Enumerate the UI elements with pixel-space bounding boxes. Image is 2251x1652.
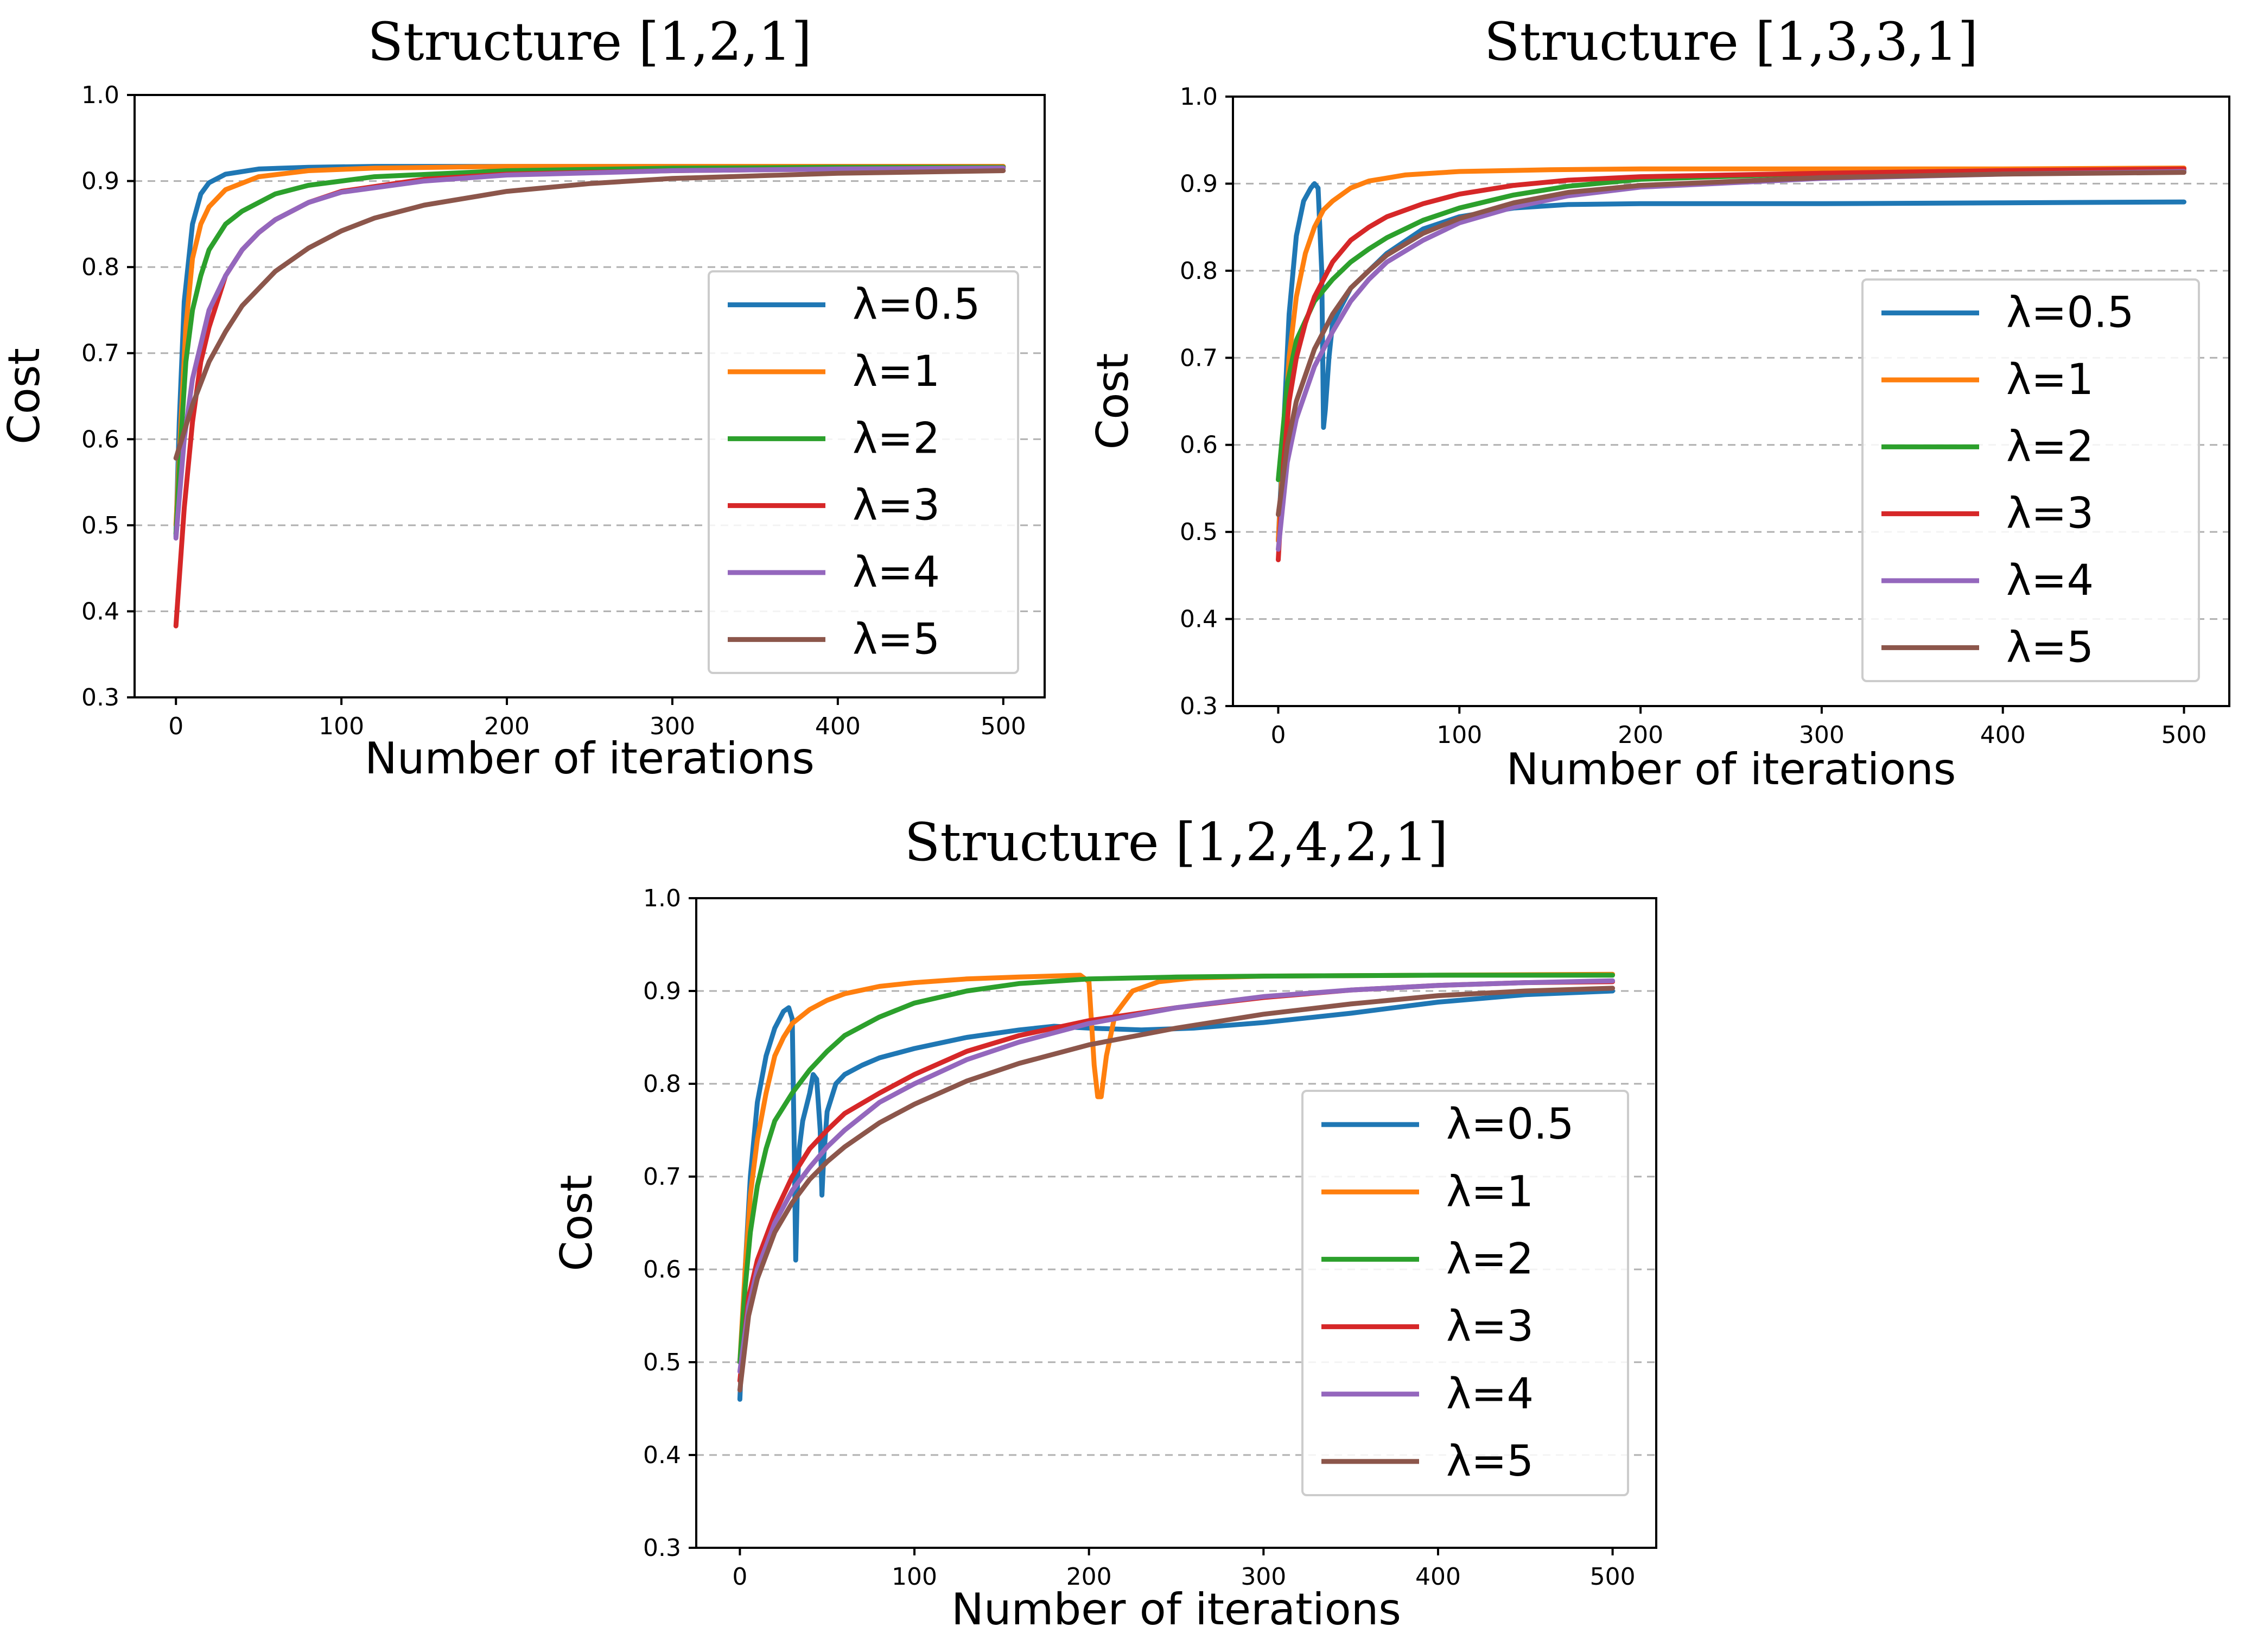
- x-tick-label: 500: [981, 713, 1026, 740]
- series-line-5: [737, 986, 1616, 1393]
- x-tick-label: 300: [650, 713, 695, 740]
- x-tick-label: 100: [1436, 721, 1482, 749]
- y-tick-label: 0.9: [643, 977, 681, 1005]
- legend-label-4: λ=4: [1446, 1370, 1534, 1419]
- series-line-4: [173, 166, 1006, 541]
- plot-frame: [1232, 96, 2230, 707]
- y-tick-label: 0.3: [1180, 692, 1218, 720]
- y-tick-label: 0.4: [1180, 606, 1218, 633]
- y-tick-label: 0.9: [1180, 170, 1218, 198]
- y-tick-label: 0.7: [81, 340, 119, 367]
- legend-label-5: λ=5: [1446, 1437, 1534, 1486]
- legend-label-2: λ=2: [853, 414, 940, 463]
- x-tick-label: 400: [1980, 721, 2026, 749]
- plot-frame: [695, 897, 1657, 1549]
- y-axis-label: Cost: [551, 1175, 602, 1272]
- legend-label-5: λ=5: [853, 615, 940, 664]
- x-tick-label: 0: [732, 1563, 747, 1591]
- legend-label-0: λ=0.5: [853, 281, 981, 329]
- y-tick-label: 0.7: [1180, 344, 1218, 372]
- x-tick-label: 300: [1241, 1563, 1286, 1591]
- y-tick-label: 1.0: [81, 81, 119, 109]
- x-tick-label: 0: [168, 713, 183, 740]
- y-axis-label: Cost: [0, 348, 49, 444]
- x-tick-label: 400: [1415, 1563, 1461, 1591]
- y-tick-label: 0.4: [81, 598, 119, 625]
- series-line-5: [1276, 170, 2186, 517]
- y-tick-label: 0.5: [1180, 518, 1218, 546]
- y-tick-label: 0.4: [643, 1441, 681, 1469]
- series-line-1: [737, 971, 1616, 1365]
- x-axis-label: Number of iterations: [951, 1584, 1401, 1635]
- chart-title: Structure [1,2,4,2,1]: [905, 812, 1448, 873]
- y-tick-label: 0.5: [81, 512, 119, 539]
- chart-structure-1-3-3-1: Structure [1,3,3,1] 0.3 0.4 0.5 0.6 0.7 0.8 0.9…: [1088, 11, 2230, 795]
- x-tick-label: 200: [1618, 721, 1663, 749]
- chart-title: Structure [1,3,3,1]: [1484, 11, 1978, 72]
- series-line-2: [173, 164, 1006, 537]
- y-tick-label: 0.8: [81, 253, 119, 281]
- x-axis-label: Number of iterations: [1506, 744, 1956, 795]
- x-tick-label: 500: [2161, 721, 2207, 749]
- x-tick-label: 500: [1590, 1563, 1636, 1591]
- legend-label-0: λ=0.5: [2006, 289, 2134, 338]
- y-tick-label: 0.3: [643, 1534, 681, 1562]
- legend-label-4: λ=4: [853, 548, 940, 597]
- series-line-0: [1276, 181, 2186, 543]
- x-tick-label: 100: [892, 1563, 937, 1591]
- chart-structure-1-2-4-2-1: Structure [1,2,4,2,1] 0.3 0.4 0.5 0.6 0.7 0.8 0…: [551, 812, 1657, 1635]
- y-tick-label: 0.6: [1180, 431, 1218, 459]
- x-axis-label: Number of iterations: [365, 733, 815, 784]
- x-tick-label: 0: [1270, 721, 1286, 749]
- y-tick-label: 0.9: [81, 168, 119, 195]
- legend-label-4: λ=4: [2006, 556, 2094, 605]
- y-axis-label: Cost: [1088, 353, 1138, 450]
- legend-label-1: λ=1: [853, 347, 940, 396]
- y-tick-label: 0.7: [643, 1163, 681, 1191]
- y-tick-label: 0.3: [81, 684, 119, 711]
- legend-box: [1301, 1090, 1629, 1496]
- legend-label-2: λ=2: [1446, 1235, 1534, 1284]
- x-tick-label: 200: [1066, 1563, 1112, 1591]
- x-tick-label: 300: [1799, 721, 1845, 749]
- legend-label-3: λ=3: [2006, 490, 2094, 538]
- legend-label-2: λ=2: [2006, 422, 2094, 471]
- legend-box: [1861, 278, 2200, 682]
- y-tick-label: 1.0: [1180, 83, 1218, 111]
- legend-label-1: λ=1: [2006, 355, 2094, 404]
- legend-box: [708, 270, 1019, 674]
- legend-label-3: λ=3: [853, 481, 940, 530]
- x-tick-label: 200: [484, 713, 530, 740]
- series-line-0: [737, 988, 1616, 1402]
- series-line-3: [1276, 166, 2186, 562]
- x-tick-label: 100: [319, 713, 364, 740]
- chart-title: Structure [1,2,1]: [367, 11, 812, 72]
- y-tick-label: 0.6: [643, 1256, 681, 1284]
- legend-label-0: λ=0.5: [1446, 1100, 1574, 1149]
- chart-structure-1-2-1: Structure [1,2,1] 0.3 0.4 0.5 0.6 0.7 0.8 0.9 1.…: [0, 11, 1046, 784]
- y-tick-label: 1.0: [643, 885, 681, 912]
- plot-frame: [133, 94, 1046, 698]
- series-line-4: [737, 978, 1616, 1374]
- legend-label-3: λ=3: [1446, 1302, 1534, 1351]
- y-tick-label: 0.5: [643, 1349, 681, 1376]
- x-tick-label: 400: [815, 713, 861, 740]
- series-line-5: [173, 168, 1006, 461]
- series-line-2: [737, 973, 1616, 1365]
- y-tick-label: 0.8: [1180, 257, 1218, 285]
- y-tick-label: 0.8: [643, 1070, 681, 1098]
- legend-label-1: λ=1: [1446, 1167, 1534, 1216]
- legend-label-5: λ=5: [2006, 623, 2094, 672]
- series-line-1: [1276, 166, 2186, 543]
- y-tick-label: 0.6: [81, 425, 119, 453]
